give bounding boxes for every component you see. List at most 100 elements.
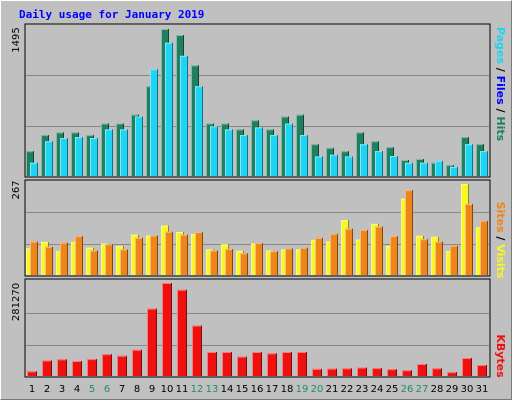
sites-bar-day-11-hl-top: [180, 234, 188, 236]
files-bar-day-13-shadow-right: [217, 126, 218, 176]
files-bar-day-12-hl-top: [195, 86, 203, 88]
kbytes-bar-day-3-face: [57, 359, 67, 376]
sites-bar-day-20-face: [315, 237, 323, 275]
files-bar-day-4-shadow-right: [82, 137, 83, 176]
hits-bar-day-1-hl-top: [26, 151, 34, 153]
sites-bar-day-2-face: [45, 246, 53, 275]
hits-bar-day-21-hl-top: [326, 147, 334, 149]
sites-bar-day-3: [60, 242, 68, 275]
visits-bar-day-27-hl-left: [416, 235, 417, 275]
files-bar-day-24-hl-top: [375, 151, 383, 153]
kbytes-bar-day-30-face: [462, 358, 472, 376]
files-bar-day-22-shadow-right: [352, 156, 353, 176]
sites-bar-day-27-hl-top: [420, 239, 428, 241]
kbytes-bar-day-10: [162, 283, 172, 376]
files-bar-day-23-hl-top: [360, 144, 368, 146]
kbytes-bar-day-1: [27, 371, 37, 376]
day-label-24: 24: [371, 384, 384, 395]
kbytes-bar-day-4-face: [72, 361, 82, 376]
sites-bar-day-23-face: [360, 230, 368, 275]
visits-bar-day-12-hl-left: [191, 234, 192, 275]
kbytes-bar-day-30-shadow-right: [471, 358, 472, 376]
kbytes-bar-day-22-hl-left: [342, 368, 343, 376]
files-bar-day-11: [180, 55, 188, 177]
kbytes-bar-day-8: [132, 349, 142, 376]
sites-bar-day-24-hl-left: [375, 226, 376, 275]
kbytes-bar-day-24-shadow-right: [381, 368, 382, 376]
kbytes-bar-day-5-shadow-right: [96, 359, 97, 376]
files-bar-day-2-face: [45, 141, 53, 176]
visits-bar-day-24-hl-top: [371, 223, 379, 225]
files-bar-day-14: [225, 129, 233, 176]
sites-bar-day-13-hl-left: [210, 250, 211, 275]
day-label-18: 18: [281, 384, 294, 395]
sites-bar-day-30-face: [465, 204, 473, 275]
sites-bar-day-9: [150, 235, 158, 275]
files-bar-day-12-shadow-right: [202, 86, 203, 176]
kbytes-bar-day-19-face: [297, 352, 307, 376]
sites-bar-day-17: [270, 251, 278, 275]
hits-bar-day-11-hl-left: [176, 34, 177, 177]
visits-bar-day-5-hl-left: [86, 247, 87, 275]
sites-bar-day-18-shadow-right: [292, 248, 293, 275]
files-bar-day-16-hl-top: [255, 127, 263, 129]
files-bar-day-28-shadow-right: [442, 160, 443, 176]
sites-bar-day-5-hl-left: [90, 250, 91, 275]
files-bar-day-29-hl-left: [450, 166, 451, 176]
kbytes-bar-day-14-hl-left: [222, 352, 223, 376]
kbytes-bar-day-12: [192, 325, 202, 376]
files-bar-day-8-face: [135, 116, 143, 176]
kbytes-bar-day-12-hl-left: [192, 325, 193, 376]
kbytes-bar-day-15: [237, 356, 247, 376]
sites-bar-day-11-shadow-right: [187, 234, 188, 275]
sites-bar-day-31-face: [480, 220, 488, 275]
sites-bar-day-6: [105, 244, 113, 275]
hits-bar-day-26-hl-top: [401, 160, 409, 162]
files-bar-day-8: [135, 116, 143, 176]
sites-bar-day-14-shadow-right: [232, 249, 233, 275]
files-bar-day-20-shadow-right: [322, 156, 323, 176]
files-bar-day-25: [390, 156, 398, 176]
kbytes-bar-day-23-shadow-right: [366, 367, 367, 376]
visits-bar-day-9-hl-left: [146, 235, 147, 275]
sites-bar-day-30: [465, 204, 473, 275]
visits-bar-day-4-hl-left: [71, 241, 72, 275]
sites-bar-day-18: [285, 248, 293, 275]
sites-bar-day-12-hl-left: [195, 232, 196, 275]
sites-bar-day-3-hl-left: [60, 242, 61, 275]
hits-bar-day-11-hl-top: [176, 34, 184, 36]
sites-bar-day-16-shadow-right: [262, 242, 263, 275]
kbytes-bar-day-6-hl-top: [102, 354, 112, 356]
kbytes-bar-day-28-face: [432, 368, 442, 376]
sites-bar-day-20-shadow-right: [322, 237, 323, 275]
sites-bar-day-3-face: [60, 242, 68, 275]
hits-bar-day-19-hl-top: [296, 114, 304, 116]
files-bar-day-25-hl-top: [390, 156, 398, 158]
visits-bar-day-22-hl-top: [341, 220, 349, 222]
sites-bar-day-8-shadow-right: [142, 237, 143, 275]
files-bar-day-31-hl-top: [480, 151, 488, 153]
kbytes-bar-day-30-hl-top: [462, 358, 472, 359]
kbytes-bar-day-22-face: [342, 368, 352, 376]
files-bar-day-24: [375, 151, 383, 176]
kbytes-bar-day-6-face: [102, 354, 112, 376]
kbytes-bar-day-9-hl-top: [147, 308, 157, 310]
files-bar-day-12-face: [195, 86, 203, 176]
kbytes-bar-day-11-hl-left: [177, 289, 178, 376]
kbytes-bar-day-7-face: [117, 355, 127, 376]
kbytes-bar-day-20-face: [312, 368, 322, 376]
kbytes-bar-day-1-hl-top: [27, 371, 37, 373]
files-bar-day-28-hl-top: [435, 160, 443, 162]
files-bar-day-17-shadow-right: [277, 135, 278, 176]
files-bar-day-13-face: [210, 126, 218, 176]
sites-bar-day-20-hl-left: [315, 237, 316, 275]
kbytes-bar-day-27-shadow-right: [426, 364, 427, 376]
files-bar-day-7-face: [120, 129, 128, 176]
sites-bar-day-9-face: [150, 235, 158, 275]
hits-bar-day-22-hl-left: [341, 151, 342, 176]
day-label-4: 4: [74, 384, 80, 395]
sites-bar-day-25-face: [390, 236, 398, 275]
hits-bar-day-20-hl-left: [311, 144, 312, 176]
files-bar-day-24-face: [375, 151, 383, 176]
hits-bar-day-2-hl-top: [41, 135, 49, 137]
